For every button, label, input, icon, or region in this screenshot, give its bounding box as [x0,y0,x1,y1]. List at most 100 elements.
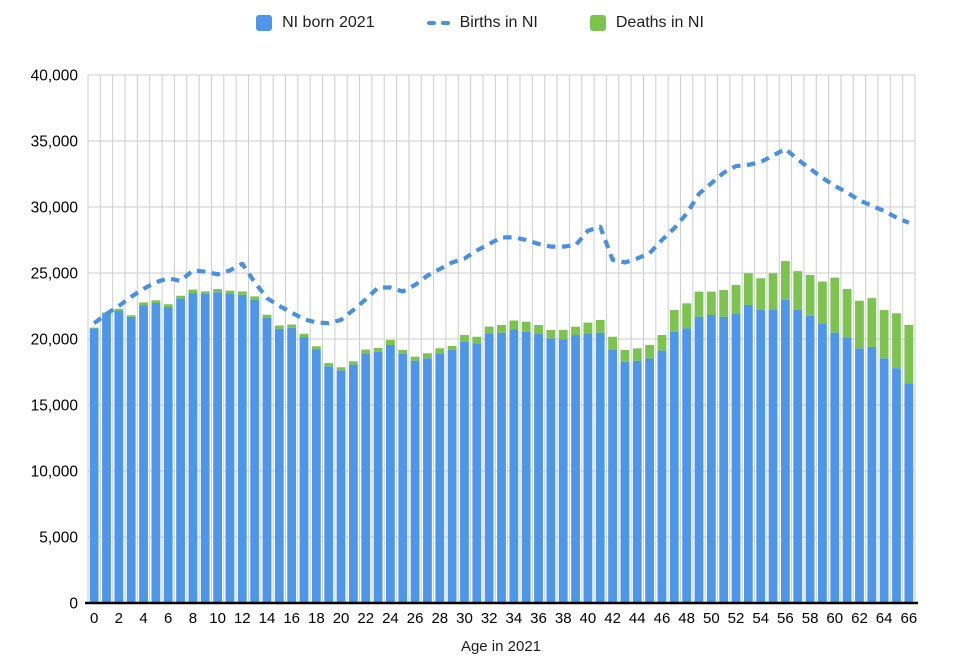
bar-deaths [608,336,617,350]
bar-ni-born [225,293,235,603]
bar-deaths [571,326,580,336]
bar-ni-born [151,302,161,603]
bar-ni-born [274,328,284,603]
x-tick-label: 58 [802,610,819,627]
bar-deaths [583,322,593,334]
bar-ni-born [818,323,827,603]
bar-ni-born [348,364,358,603]
bar-ni-born [719,316,729,603]
bar-deaths [867,298,877,347]
bar-deaths [262,314,272,319]
x-axis-title: Age in 2021 [461,638,541,655]
bar-deaths [855,300,864,349]
bar-ni-born [373,351,383,603]
legend-item-deaths: Deaths in NI [589,14,704,32]
bar-ni-born [176,298,185,603]
bar-deaths [386,339,395,345]
bar-ni-born [398,353,408,603]
bar-deaths [336,367,346,371]
bar-ni-born [287,327,297,603]
bar-ni-born [163,307,173,603]
bar-deaths [719,290,729,317]
y-tick-label: 10,000 [31,464,79,481]
bar-ni-born [299,337,309,603]
bar-ni-born [595,332,605,603]
gridlines [87,74,916,603]
births-dash-swatch-icon [426,20,450,26]
bar-deaths [818,281,827,324]
bar-ni-born [830,332,840,603]
bar-ni-born [694,316,704,603]
x-tick-label: 36 [530,610,547,627]
bar-deaths [830,277,840,333]
legend-label-deaths: Deaths in NI [615,14,704,31]
bar-deaths [250,296,260,300]
bar-ni-born [213,292,223,603]
bar-deaths [237,291,247,295]
bar-ni-born [484,333,494,603]
bar-ni-born [756,309,766,603]
bar-deaths [361,349,371,354]
x-tick-label: 22 [357,610,374,627]
bar-deaths [657,335,667,351]
x-tick-label: 32 [481,610,498,627]
bar-deaths [780,261,790,300]
bar-ni-born [534,333,543,603]
x-tick-label: 34 [505,610,522,627]
tick-labels-layer: 0 5,000 10,000 15,000 20,000 25,000 30,000 35,0… [31,68,918,628]
bar-deaths [324,363,334,367]
bar-ni-born [237,294,247,603]
x-tick-label: 4 [139,610,147,627]
y-tick-label: 30,000 [31,200,79,217]
x-tick-label: 18 [308,610,325,627]
x-tick-label: 40 [580,610,597,627]
bar-deaths [892,313,901,369]
bar-deaths [558,330,568,340]
x-tick-label: 24 [382,610,399,627]
x-tick-label: 30 [456,610,473,627]
bar-ni-born [743,304,753,603]
bar-ni-born [447,349,457,603]
bar-deaths [460,335,469,342]
x-tick-label: 66 [900,610,917,627]
bar-deaths [669,309,679,332]
births-line [92,146,910,326]
bar-deaths [756,278,766,310]
x-tick-label: 50 [703,610,720,627]
bar-ni-born [102,313,111,603]
x-tick-label: 52 [728,610,745,627]
bar-ni-born [571,335,580,603]
y-tick-label: 5,000 [39,530,78,547]
bar-ni-born [336,370,346,603]
y-tick-label: 0 [69,596,78,613]
bar-deaths [706,291,716,315]
bar-ni-born [706,314,716,603]
bar-ni-born [361,353,371,603]
bar-ni-born [423,358,432,603]
bar-deaths [410,356,420,361]
bar-ni-born [583,333,593,603]
bar-deaths [176,295,185,299]
bar-ni-born [126,316,136,603]
bar-ni-born [842,337,852,603]
bar-ni-born [324,366,334,603]
bar-ni-born [855,348,864,603]
bar-deaths [620,349,630,362]
bar-deaths [521,321,531,332]
x-tick-label: 42 [604,610,621,627]
bar-ni-born [139,305,148,603]
bar-ni-born [608,349,617,603]
bar-ni-born [410,360,420,603]
bar-ni-born [509,329,519,603]
bar-ni-born [114,310,124,603]
x-tick-label: 0 [90,610,98,627]
bar-ni-born [262,318,272,603]
bar-ni-born [731,313,741,603]
x-tick-label: 44 [629,610,646,627]
bar-deaths [299,333,309,338]
y-tick-label: 35,000 [31,134,79,151]
bar-ni-born [472,343,482,603]
bar-ni-born [657,350,667,603]
x-tick-label: 54 [752,610,769,627]
